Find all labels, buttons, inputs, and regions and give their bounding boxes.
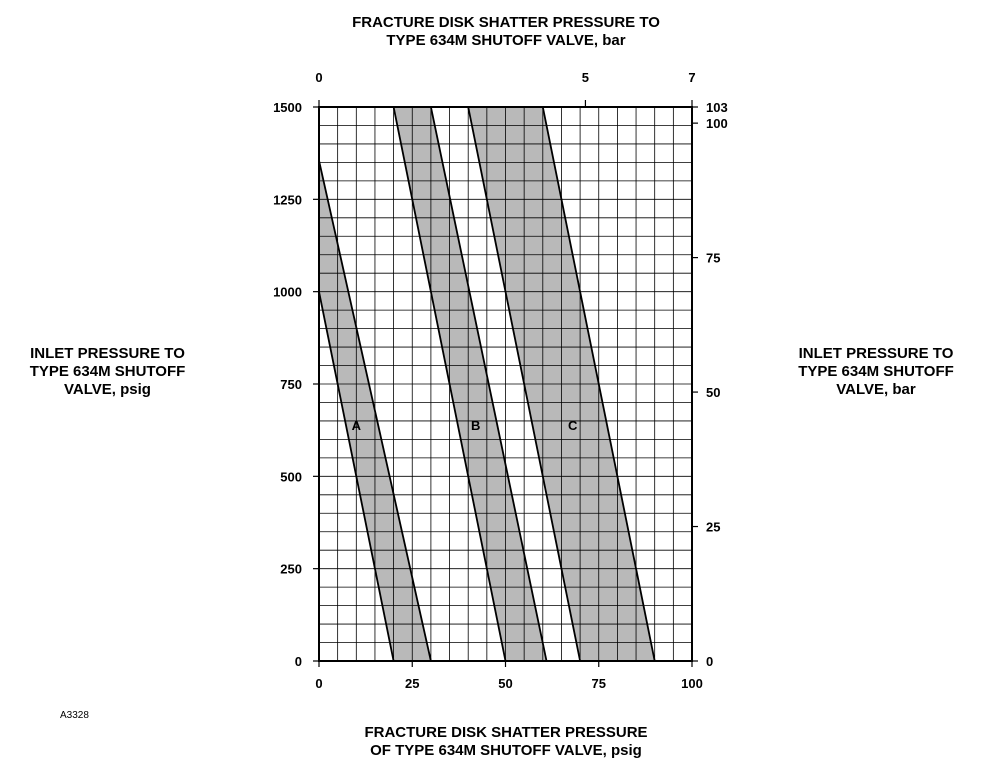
top-tick-label: 5 (582, 70, 589, 85)
right-axis-title-line-3: VALVE, bar (836, 381, 916, 398)
top-axis-title-line-1: FRACTURE DISK SHATTER PRESSURE TO (352, 14, 660, 31)
right-tick-label: 50 (706, 385, 720, 400)
bottom-axis-title-line-2: OF TYPE 634M SHUTOFF VALVE, psig (370, 742, 642, 759)
band-a-label: A (352, 418, 362, 433)
band-b-label: B (471, 418, 480, 433)
right-tick-label: 0 (706, 654, 713, 669)
top-tick-label: 7 (688, 70, 695, 85)
top-tick-label: 0 (315, 70, 322, 85)
y-tick-label: 1000 (273, 285, 302, 300)
x-tick-label: 50 (498, 676, 512, 691)
x-tick-label: 100 (681, 676, 703, 691)
figure-id: A3328 (60, 710, 89, 721)
y-tick-label: 500 (280, 469, 302, 484)
right-axis-title-line-2: TYPE 634M SHUTOFF (798, 363, 954, 380)
left-axis-title: INLET PRESSURE TO TYPE 634M SHUTOFF VALV… (0, 345, 215, 399)
left-axis-title-line-1: INLET PRESSURE TO (30, 345, 185, 362)
left-axis-title-line-2: TYPE 634M SHUTOFF (29, 363, 186, 380)
bottom-axis-title: FRACTURE DISK SHATTER PRESSURE OF TYPE 6… (291, 724, 721, 760)
band-c-edge-2 (541, 106, 656, 662)
right-tick-label: 103 (706, 100, 728, 115)
band-c-edge-1 (467, 106, 581, 662)
right-tick-label: 100 (706, 116, 728, 131)
x-tick-label: 0 (315, 676, 322, 691)
band-b-edge-2 (430, 106, 548, 662)
y-tick-label: 750 (280, 377, 302, 392)
y-tick-label: 1500 (273, 100, 302, 115)
band-b-edge-1 (392, 106, 507, 662)
right-axis-title: INLET PRESSURE TO TYPE 634M SHUTOFF VALV… (770, 345, 982, 399)
y-tick-label: 1250 (273, 192, 302, 207)
bottom-axis-title-line-1: FRACTURE DISK SHATTER PRESSURE (364, 724, 648, 741)
right-tick-label: 25 (706, 520, 720, 535)
x-tick-label: 25 (405, 676, 419, 691)
band-a-edge-1 (318, 291, 395, 662)
left-axis-title-line-3: VALVE, psig (64, 381, 151, 398)
right-axis-title-line-1: INLET PRESSURE TO (798, 345, 954, 362)
top-axis-title: FRACTURE DISK SHATTER PRESSURE TO TYPE 6… (291, 14, 721, 50)
x-tick-label: 75 (592, 676, 606, 691)
top-axis-title-line-2: TYPE 634M SHUTOFF VALVE, bar (386, 32, 626, 49)
y-tick-label: 250 (280, 562, 302, 577)
band-c-label: C (568, 418, 578, 433)
right-tick-label: 75 (706, 251, 720, 266)
band-a-edge-2 (318, 160, 432, 662)
y-tick-label: 0 (295, 654, 302, 669)
